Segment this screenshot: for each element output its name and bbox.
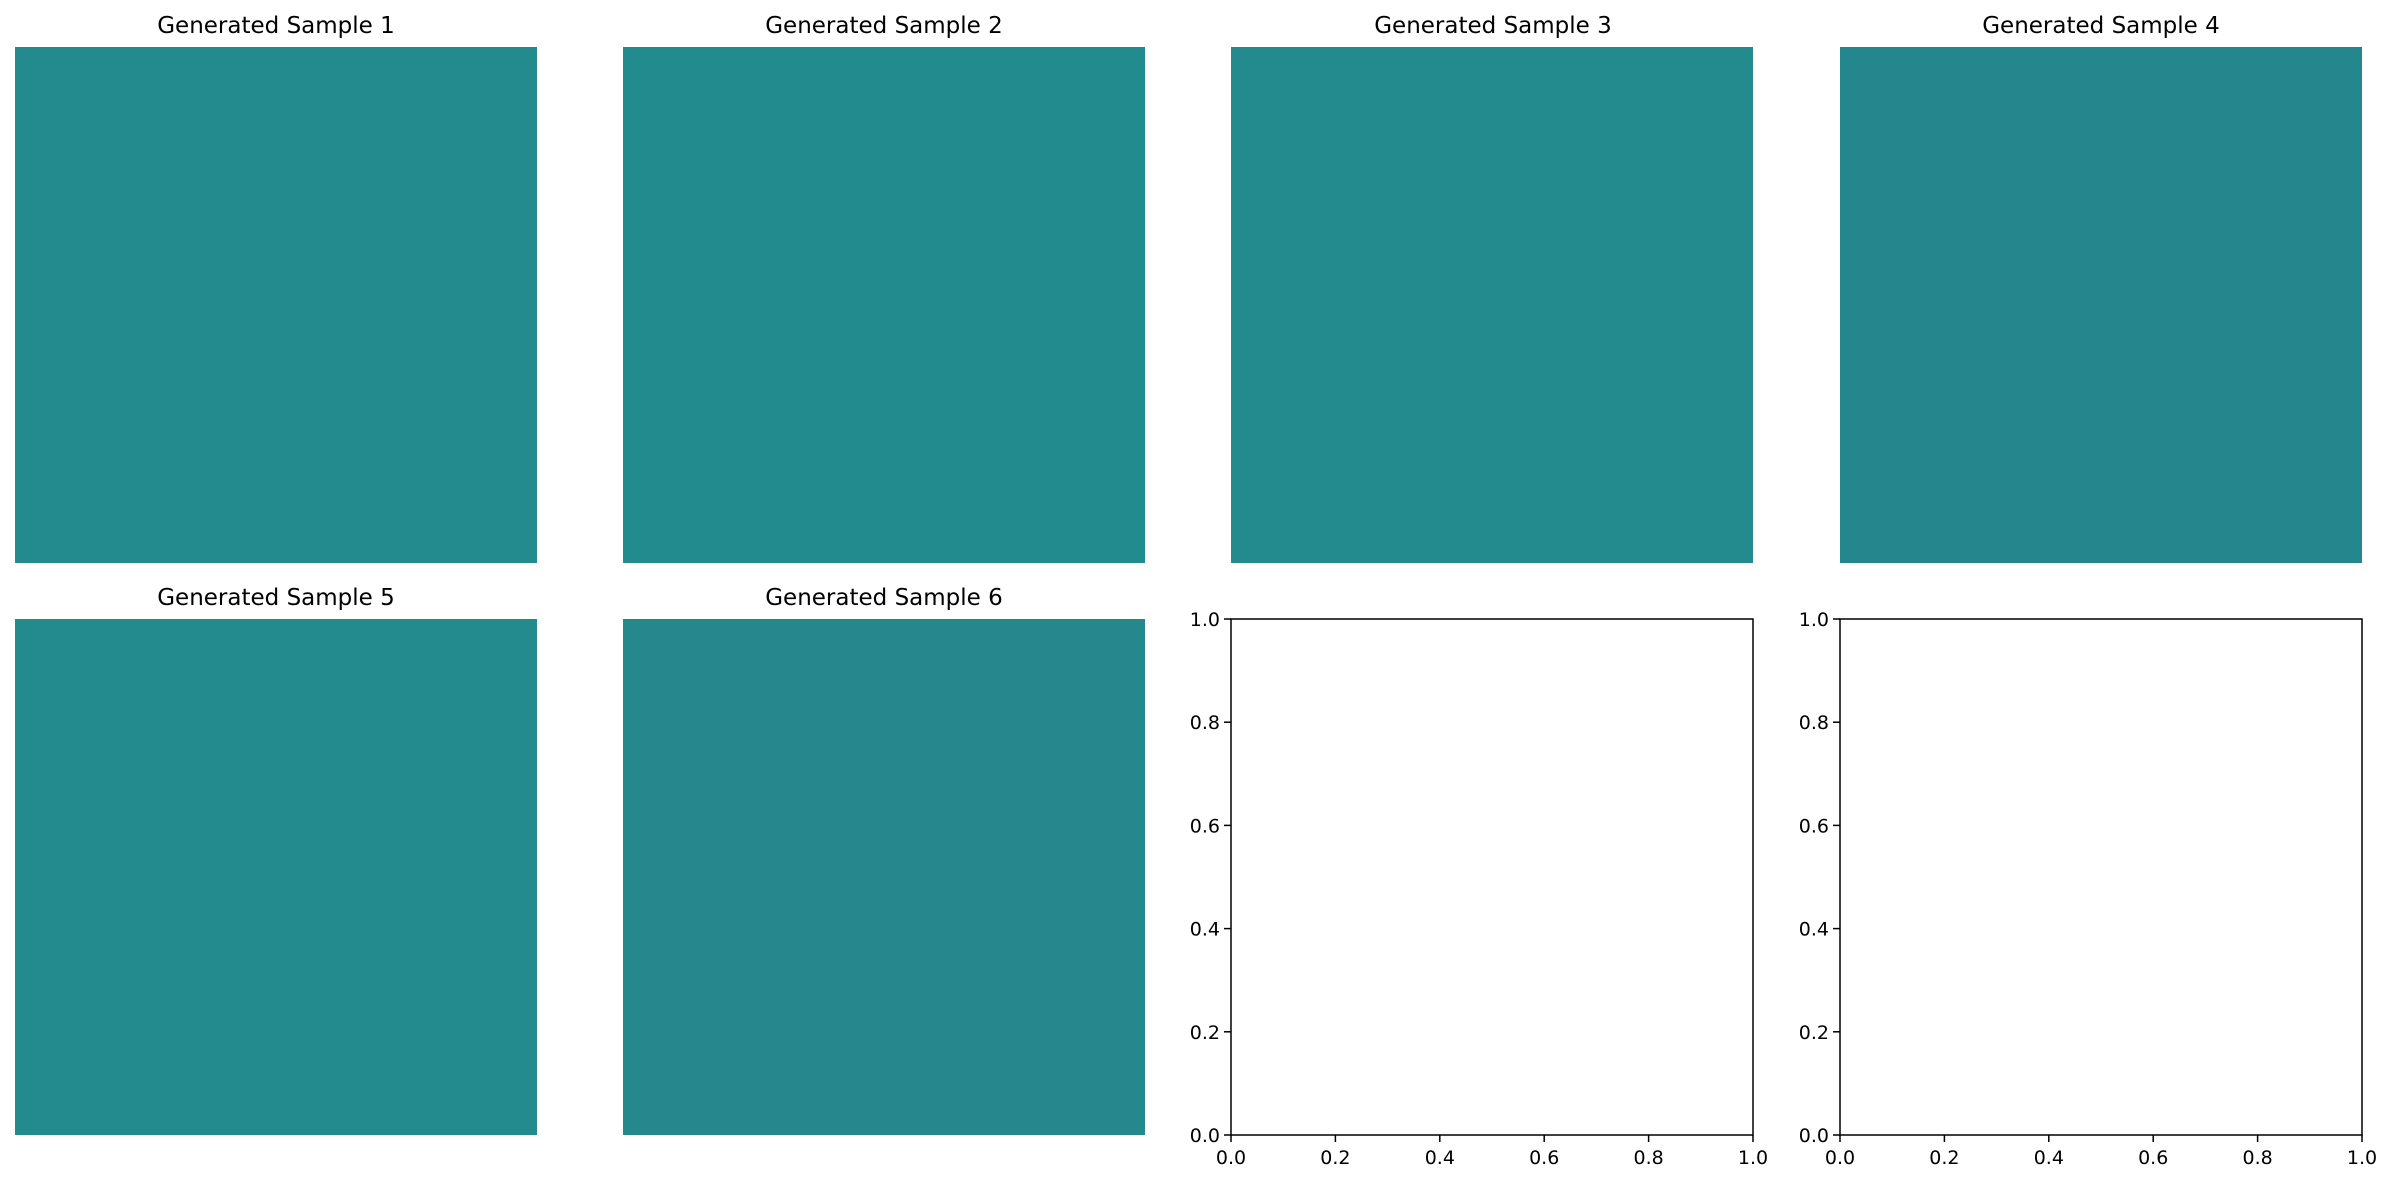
y-tick-label: 0.6 xyxy=(1190,815,1220,837)
y-tick-label: 1.0 xyxy=(1799,609,1829,631)
x-tick-label: 1.0 xyxy=(2347,1147,2377,1169)
x-tick-label: 0.4 xyxy=(2034,1147,2064,1169)
axes-frame xyxy=(1839,618,2363,1136)
heatmap-image xyxy=(623,47,1145,563)
x-tick-label: 0.8 xyxy=(1633,1147,1663,1169)
y-tick-label: 0.0 xyxy=(1799,1125,1829,1147)
heatmap-image xyxy=(1840,47,2362,563)
x-tick-label: 0.0 xyxy=(1825,1147,1855,1169)
axes-frame xyxy=(1230,618,1754,1136)
x-tick-label: 0.4 xyxy=(1425,1147,1455,1169)
panel-title: Generated Sample 6 xyxy=(765,585,1003,611)
x-tick-label: 0.6 xyxy=(2138,1147,2168,1169)
empty-axes-7: 0.0 0.2 0.4 0.6 0.8 1.0 0.0 0.2 0.4 0.6 0.8 1.0 xyxy=(1190,609,1768,1169)
heatmap-image xyxy=(15,47,537,563)
y-tick-label: 0.4 xyxy=(1190,919,1220,941)
y-tick-label: 0.6 xyxy=(1799,815,1829,837)
y-tick-label: 0.8 xyxy=(1799,712,1829,734)
empty-axes-8: 0.0 0.2 0.4 0.6 0.8 1.0 0.0 0.2 0.4 0.6 0.8 1.0 xyxy=(1799,609,2377,1169)
y-tick-label: 0.2 xyxy=(1190,1022,1220,1044)
panel-3: Generated Sample 3 xyxy=(1231,13,1753,563)
panel-title: Generated Sample 3 xyxy=(1374,13,1612,39)
heatmap-image xyxy=(1231,47,1753,563)
panel-4: Generated Sample 4 xyxy=(1840,13,2362,563)
y-tick-label: 0.8 xyxy=(1190,712,1220,734)
y-tick-label: 0.0 xyxy=(1190,1125,1220,1147)
y-tick-label: 0.2 xyxy=(1799,1022,1829,1044)
x-tick-label: 0.2 xyxy=(1320,1147,1350,1169)
x-tick-label: 0.2 xyxy=(1929,1147,1959,1169)
panel-6: Generated Sample 6 xyxy=(623,585,1145,1135)
x-tick-label: 0.8 xyxy=(2242,1147,2272,1169)
x-tick-label: 0.0 xyxy=(1216,1147,1246,1169)
heatmap-image xyxy=(15,619,537,1135)
panel-1: Generated Sample 1 xyxy=(15,13,537,563)
x-tick-label: 1.0 xyxy=(1738,1147,1768,1169)
panel-title: Generated Sample 1 xyxy=(157,13,395,39)
panel-title: Generated Sample 2 xyxy=(765,13,1003,39)
panel-2: Generated Sample 2 xyxy=(623,13,1145,563)
panel-title: Generated Sample 4 xyxy=(1982,13,2220,39)
y-tick-label: 1.0 xyxy=(1190,609,1220,631)
x-tick-label: 0.6 xyxy=(1529,1147,1559,1169)
panel-5: Generated Sample 5 xyxy=(15,585,537,1135)
heatmap-image xyxy=(623,619,1145,1135)
y-tick-label: 0.4 xyxy=(1799,919,1829,941)
panel-title: Generated Sample 5 xyxy=(157,585,395,611)
